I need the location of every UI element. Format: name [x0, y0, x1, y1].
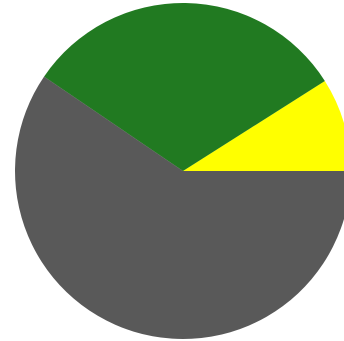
pie-slice-1 — [44, 2, 325, 171]
pie-slice-0 — [183, 80, 344, 171]
pie-slices — [15, 2, 344, 339]
pie-slice-2 — [15, 76, 344, 339]
